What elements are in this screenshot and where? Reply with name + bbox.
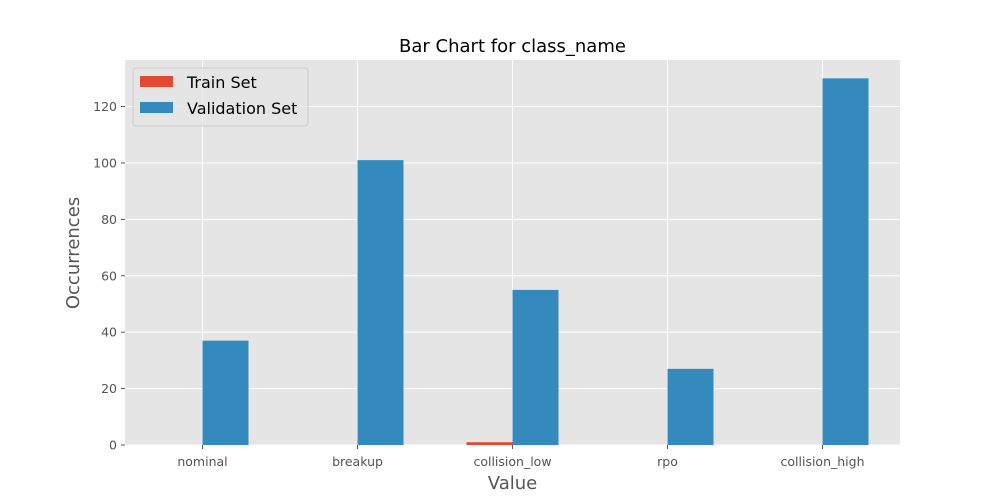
y-axis-label: Occurrences: [63, 197, 84, 309]
bar-validation-set-nominal: [202, 340, 249, 445]
y-tick-label: 40: [101, 325, 117, 340]
y-axis-ticks: 0 20 40 60 80 100 120: [93, 99, 125, 453]
y-tick-label: 120: [93, 99, 117, 114]
bar-validation-set-collision_low: [512, 289, 559, 445]
bar-train-set-collision_low: [466, 442, 513, 445]
x-tick-label-nominal: nominal: [177, 454, 227, 469]
x-tick-label-rpo: rpo: [657, 454, 678, 469]
x-tick-label-collision_low: collision_low: [473, 454, 551, 469]
legend-box: [132, 67, 309, 127]
y-tick-label: 60: [101, 268, 117, 283]
y-tick-label: 20: [101, 381, 117, 396]
bars: [202, 78, 869, 445]
legend-label-train-set: Train Set: [186, 73, 257, 92]
x-axis-label: Value: [488, 473, 537, 494]
x-tick-label-collision_high: collision_high: [781, 454, 865, 469]
legend-label-validation-set: Validation Set: [187, 99, 297, 118]
bar-validation-set-collision_high: [822, 78, 869, 445]
y-tick-label: 80: [101, 212, 117, 227]
legend-swatch-train-set: [140, 76, 173, 87]
y-tick-label: 0: [109, 438, 117, 453]
legend: Train Set Validation Set: [132, 67, 309, 127]
y-tick-label: 100: [93, 155, 117, 170]
legend-swatch-validation-set: [140, 102, 173, 113]
chart-title: Bar Chart for class_name: [399, 36, 626, 57]
x-tick-label-breakup: breakup: [332, 454, 383, 469]
bar-validation-set-breakup: [357, 160, 404, 445]
bar-validation-set-rpo: [667, 368, 714, 445]
x-axis-ticks: nominal breakup collision_low rpo collision_…: [177, 445, 865, 469]
